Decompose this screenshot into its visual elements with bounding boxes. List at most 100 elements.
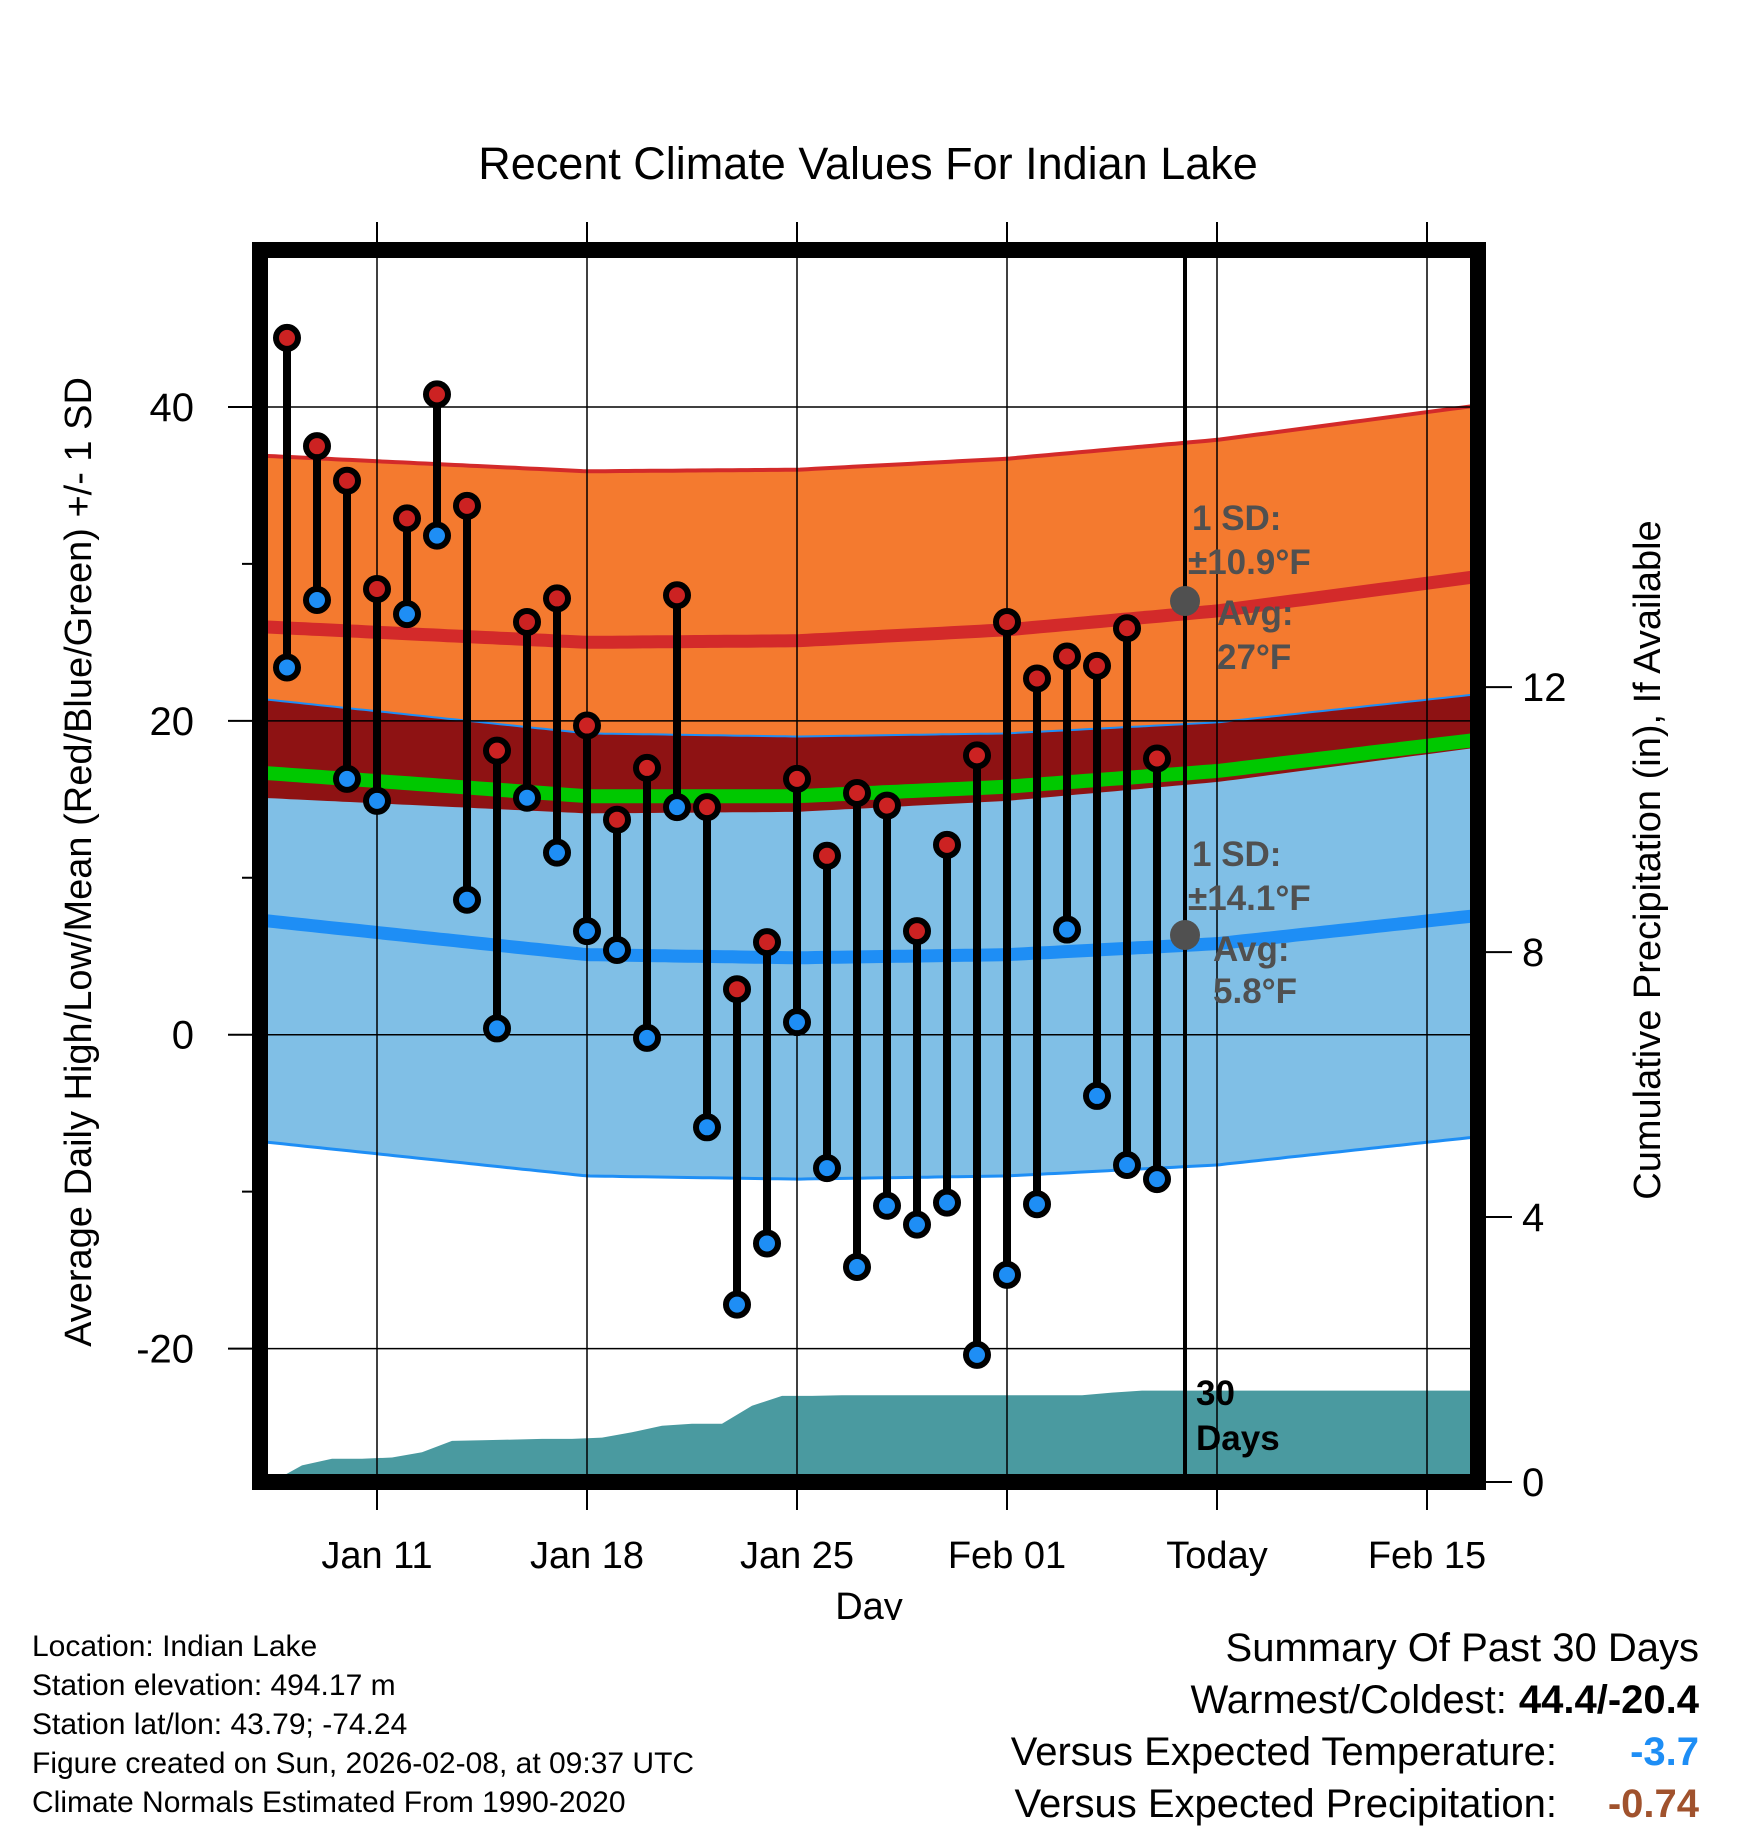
observed-high-point [843, 779, 871, 808]
y-left-tick-label: -20 [136, 1328, 194, 1372]
observed-low-point [393, 600, 421, 629]
plot-frame [252, 242, 1486, 1490]
observed-high-point [393, 504, 421, 533]
summary-title: Summary Of Past 30 Days [1225, 1626, 1699, 1670]
station-info: Location: Indian Lake Station elevation:… [32, 1627, 694, 1822]
axis-ticks: Jan 11 Jan 18 Jan 25 Feb 01 Today Feb 1540200… [136, 222, 1567, 1577]
observed-high-point [633, 753, 661, 782]
warm-cold-value: 44.4/-20.4 [1518, 1678, 1699, 1722]
observed-low-point [573, 917, 601, 946]
observed-low-point [723, 1290, 751, 1319]
observed-high-point [333, 466, 361, 495]
observed-low-point [543, 838, 571, 867]
low-sd-label: 1 SD: [1192, 835, 1281, 874]
x-tick-label: Feb 15 [1368, 1535, 1486, 1577]
x-tick-label: Today [1166, 1535, 1267, 1577]
x-tick-label: Jan 25 [740, 1535, 854, 1577]
observed-high-point [723, 975, 751, 1004]
summary-panel: Summary Of Past 30 Days Warmest/Coldest:… [1011, 1622, 1699, 1830]
observed-low-point [903, 1210, 931, 1239]
observed-high-point [783, 764, 811, 793]
observed-high-point [693, 793, 721, 822]
high-sd-label: 1 SD: [1192, 499, 1281, 538]
x-tick-label: Feb 01 [948, 1535, 1066, 1577]
location-text: Location: Indian Lake [32, 1630, 318, 1663]
observed-high-point [1083, 651, 1111, 680]
observed-high-point [453, 491, 481, 520]
observed-low-point [993, 1260, 1021, 1289]
observed-high-point [423, 380, 451, 409]
y-left-tick-label: 0 [172, 1014, 194, 1058]
summary-precip-row: Versus Expected Precipitation: -0.74 [1011, 1778, 1699, 1830]
low-avg-label: Avg: [1213, 930, 1289, 969]
observed-high-point [963, 741, 991, 770]
observed-high-point [813, 841, 841, 870]
observed-low-point [1053, 915, 1081, 944]
overlap-band [260, 694, 1478, 814]
observed-low-point [363, 786, 391, 815]
high-band-top-edge [260, 403, 1478, 474]
observed-high-point [903, 917, 931, 946]
observed-low-point [453, 885, 481, 914]
observed-high-point [753, 928, 781, 957]
observed-high-point [273, 323, 301, 352]
high-sd-value: ±10.9°F [1188, 543, 1311, 582]
observed-low-point [933, 1188, 961, 1217]
observed-low-point [423, 521, 451, 550]
observed-high-point [663, 581, 691, 610]
y-right-tick-label: 0 [1522, 1461, 1544, 1505]
summary-temp-row: Versus Expected Temperature: -3.7 [1011, 1726, 1699, 1778]
x-tick-label: Jan 11 [321, 1535, 432, 1577]
temp-value: -3.7 [1630, 1730, 1699, 1774]
days-label: Days [1196, 1419, 1280, 1458]
observed-low-point [873, 1191, 901, 1220]
observed-high-point [573, 711, 601, 740]
temp-label: Versus Expected Temperature: [1010, 1730, 1557, 1774]
normal-high-today-marker [1170, 586, 1200, 616]
observed-low-point [333, 764, 361, 793]
observed-low-point [1023, 1190, 1051, 1219]
observed-high-point [543, 584, 571, 613]
high-sd-band [260, 405, 1478, 814]
observed-high-point [363, 574, 391, 603]
observations [273, 323, 1171, 1369]
x-tick-label: Jan 18 [530, 1535, 644, 1577]
elevation-text: Station elevation: 494.17 m [32, 1669, 396, 1702]
observed-high-point [1023, 664, 1051, 693]
observed-low-point [1083, 1081, 1111, 1110]
normal-low-today-marker [1170, 920, 1200, 950]
observed-high-point [303, 432, 331, 461]
high-avg-value: 27°F [1217, 638, 1291, 677]
normals-text: Climate Normals Estimated From 1990-2020 [32, 1786, 626, 1819]
observed-high-point [873, 791, 901, 820]
observed-low-point [783, 1008, 811, 1037]
y-axis-right-label: Cumulative Precipitation (in), If Availa… [1627, 520, 1669, 1199]
x-axis-label: Day [835, 1586, 903, 1620]
observed-low-point [753, 1229, 781, 1258]
days-count: 30 [1196, 1374, 1235, 1413]
y-right-tick-label: 4 [1522, 1196, 1544, 1240]
low-sd-band [260, 694, 1478, 1180]
latlon-text: Station lat/lon: 43.79; -74.24 [32, 1708, 408, 1741]
observed-low-point [1143, 1165, 1171, 1194]
y-axis-left-label: Average Daily High/Low/Mean (Red/Blue/Gr… [58, 377, 100, 1347]
y-right-tick-label: 12 [1522, 666, 1567, 710]
precip-value: -0.74 [1607, 1782, 1699, 1826]
low-band-bottom-edge [260, 1135, 1478, 1181]
y-left-tick-label: 40 [150, 386, 195, 430]
observed-low-point [303, 585, 331, 614]
y-left-tick-label: 20 [150, 700, 195, 744]
observed-high-point [1143, 744, 1171, 773]
warm-cold-label: Warmest/Coldest: [1190, 1678, 1507, 1722]
observed-low-point [663, 793, 691, 822]
observed-low-point [603, 935, 631, 964]
observed-low-point [813, 1154, 841, 1183]
low-sd-value: ±14.1°F [1188, 879, 1311, 918]
observed-low-point [513, 783, 541, 812]
observed-high-point [1113, 614, 1141, 643]
summary-warm-cold-row: Warmest/Coldest: 44.4/-20.4 [1011, 1674, 1699, 1726]
observed-high-point [513, 607, 541, 636]
observed-low-point [963, 1340, 991, 1369]
observed-high-point [993, 607, 1021, 636]
normal-low-line [260, 908, 1478, 965]
